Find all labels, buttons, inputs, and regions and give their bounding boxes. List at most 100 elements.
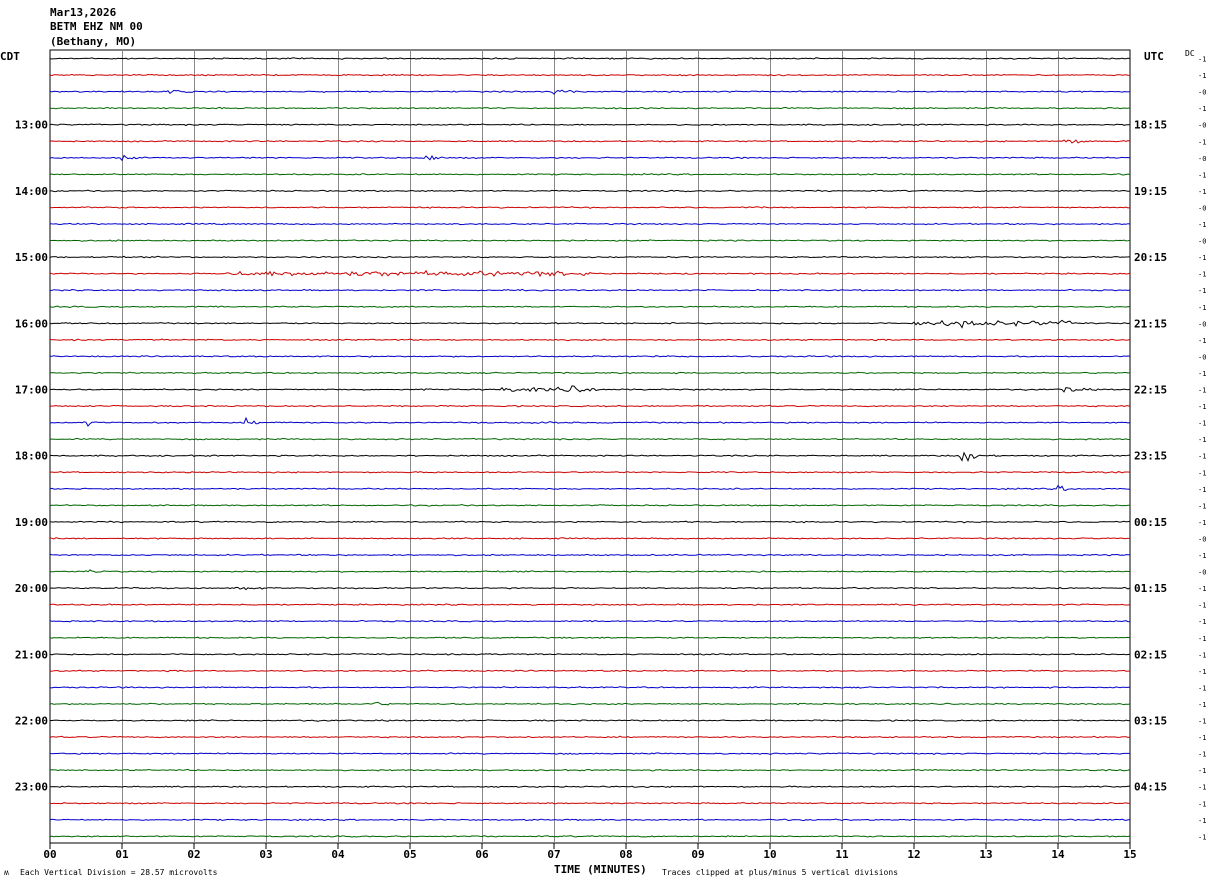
left-hour-label: 17:00 [15,384,48,397]
right-hour-label: 19:15 [1134,185,1167,198]
seismic-trace [49,520,1131,524]
right-hour-label: 23:15 [1134,450,1167,463]
dc-offset-label: -0 [1198,122,1206,130]
seismic-trace [49,73,1131,77]
left-hour-label: 21:00 [15,648,48,661]
dc-offset-label: -0 [1198,535,1206,543]
x-tick-label: 00 [43,848,56,861]
x-tick-label: 03 [259,848,272,861]
seismic-trace [49,319,1131,329]
seismic-trace [49,835,1131,838]
seismic-trace [49,206,1131,209]
seismic-trace [49,503,1130,507]
dc-offset-label: -1 [1198,784,1206,792]
dc-offset-label: -1 [1198,337,1206,345]
right-timezone-label: UTC [1144,50,1164,63]
left-hour-label: 16:00 [15,317,48,330]
dc-offset-label: -1 [1198,420,1206,428]
dc-offset-label: -1 [1198,734,1206,742]
dc-offset-label: -1 [1198,635,1206,643]
x-tick-label: 05 [403,848,416,861]
seismic-trace [49,652,1131,656]
dc-offset-label: -1 [1198,718,1206,726]
seismic-trace [49,288,1131,292]
seismic-trace [49,686,1131,689]
seismic-trace [50,719,1130,722]
seismic-trace [49,569,1131,573]
dc-offset-label: -1 [1198,436,1206,444]
plot-frame [49,49,1131,844]
plot-date: Mar13,2026 [50,6,117,19]
seismic-trace [49,619,1131,623]
x-tick-label: 15 [1123,848,1136,861]
dc-offset-header: DC [1185,49,1195,58]
x-axis-title: TIME (MINUTES) [554,863,647,876]
seismic-trace [49,404,1131,408]
dc-offset-label: -1 [1198,171,1206,179]
seismic-trace [49,735,1131,739]
right-hour-label: 00:15 [1134,516,1167,529]
dc-offset-label: -1 [1198,800,1206,808]
seismic-trace [49,385,1131,393]
seismic-trace [49,471,1131,474]
seismic-trace [49,305,1131,309]
right-hour-label: 02:15 [1134,648,1167,661]
dc-offset-label: -1 [1198,188,1206,196]
dc-offset-label: -1 [1198,271,1206,279]
seismic-trace [49,802,1131,805]
dc-offset-label: -1 [1198,602,1206,610]
right-hour-label: 01:15 [1134,582,1167,595]
left-hour-label: 18:00 [15,450,48,463]
x-tick-label: 02 [187,848,200,861]
seismic-trace [50,785,1131,788]
left-timezone-label: CDT [0,50,20,63]
dc-offset-label: -1 [1198,56,1206,64]
dc-offset-label: -1 [1198,221,1206,229]
dc-offset-label: -1 [1198,387,1206,395]
dc-offset-label: -0 [1198,320,1206,328]
seismic-trace [49,752,1130,755]
dc-offset-label: -1 [1198,72,1206,80]
dc-offset-label: -1 [1198,486,1206,494]
seismic-trace [49,371,1131,375]
dc-offset-label: -1 [1198,469,1206,477]
seismic-trace [49,106,1131,110]
dc-offset-label: -1 [1198,668,1206,676]
dc-offset-label: -0 [1198,89,1206,97]
clip-footnote: Traces clipped at plus/minus 5 vertical … [662,868,899,877]
seismic-trace [49,768,1131,772]
seismic-trace [49,255,1131,259]
dc-offset-label: -0 [1198,238,1206,246]
dc-offset-label: -1 [1198,370,1206,378]
scale-footnote: Each Vertical Division = 28.57 microvolt… [20,868,218,877]
dc-offset-label: -0 [1198,569,1206,577]
dc-offset-label: -1 [1198,519,1206,527]
right-hour-label: 18:15 [1134,119,1167,132]
seismic-trace [49,222,1131,226]
x-tick-label: 14 [1051,848,1065,861]
dc-offset-label: -1 [1198,618,1206,626]
right-hour-label: 03:15 [1134,715,1167,728]
right-hour-label: 20:15 [1134,251,1167,264]
dc-offset-label: -0 [1198,155,1206,163]
seismic-trace [49,636,1131,639]
dc-offset-label: -1 [1198,585,1206,593]
dc-offset-label: -1 [1198,453,1206,461]
seismic-trace [49,338,1131,342]
left-hour-label: 14:00 [15,185,48,198]
seismic-trace [49,154,1131,162]
seismic-trace [49,818,1131,822]
left-hour-label: 15:00 [15,251,48,264]
seismic-trace [49,553,1131,557]
x-tick-label: 06 [475,848,489,861]
right-hour-label: 22:15 [1134,384,1167,397]
seismic-trace [49,603,1131,606]
x-tick-label: 08 [619,848,632,861]
station-id: BETM EHZ NM 00 [50,20,143,33]
dc-offset-label: -1 [1198,651,1206,659]
dc-offset-label: -1 [1198,287,1206,295]
dc-offset-label: -0 [1198,204,1206,212]
x-tick-label: 13 [979,848,992,861]
left-hour-label: 23:00 [15,781,48,794]
